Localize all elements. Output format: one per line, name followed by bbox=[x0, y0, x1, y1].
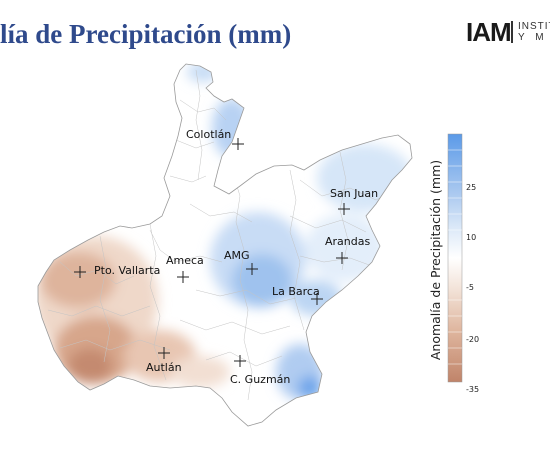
boundary-line bbox=[59, 261, 135, 285]
label-c-guzman: C. Guzmán bbox=[230, 373, 290, 386]
blue-san-juan bbox=[317, 144, 412, 212]
label-la-barca: La Barca bbox=[272, 285, 320, 298]
boundary-line bbox=[179, 319, 291, 335]
boundary-line bbox=[59, 339, 171, 351]
boundary-line bbox=[175, 139, 215, 149]
marker-c-guzman bbox=[234, 355, 246, 367]
colorbar bbox=[447, 133, 463, 383]
label-autlan: Autlán bbox=[146, 361, 182, 374]
city-markers bbox=[74, 138, 350, 367]
boundary-line bbox=[149, 223, 167, 381]
label-colotlan: Colotlán bbox=[186, 128, 231, 141]
marker-ameca bbox=[177, 271, 189, 283]
label-amg: AMG bbox=[224, 249, 250, 262]
marker-arandas bbox=[336, 252, 348, 264]
logo-line2: Y M bbox=[518, 32, 548, 43]
boundary-line bbox=[189, 203, 253, 223]
colorbar-title: Anomalía de Precipitación (mm) bbox=[428, 160, 443, 360]
brown-coast-core bbox=[68, 348, 112, 384]
blue-amg-core bbox=[232, 254, 292, 306]
cbar-tick-10: 10 bbox=[466, 233, 476, 242]
boundary-line bbox=[289, 169, 305, 331]
boundary-line bbox=[195, 289, 297, 305]
map-title: lía de Precipitación (mm) bbox=[0, 19, 292, 49]
boundary-line bbox=[205, 351, 283, 367]
marker-san-juan bbox=[338, 203, 350, 215]
brown-vallarta bbox=[40, 252, 116, 308]
boundary-line bbox=[47, 305, 151, 317]
iam-logo: IAM INSTITU Y M bbox=[466, 17, 550, 47]
boundary-line bbox=[195, 69, 203, 181]
marker-amg bbox=[246, 263, 258, 275]
boundary-line bbox=[289, 215, 367, 233]
blue-arandas bbox=[305, 214, 385, 282]
cbar-tick-minus35: -35 bbox=[466, 385, 479, 394]
logo-mark: IAM bbox=[466, 17, 512, 47]
label-arandas: Arandas bbox=[325, 235, 370, 248]
boundary-line bbox=[149, 229, 223, 263]
boundary-line bbox=[99, 235, 111, 363]
marker-autlan bbox=[158, 347, 170, 359]
logo-separator bbox=[511, 21, 513, 43]
logo-line1: INSTITU bbox=[518, 21, 550, 32]
marker-la-barca bbox=[311, 293, 323, 305]
state-outline bbox=[37, 63, 413, 427]
cbar-tick-25: 25 bbox=[466, 183, 476, 192]
cbar-tick-minus20: -20 bbox=[466, 335, 479, 344]
boundary-line bbox=[179, 99, 227, 121]
boundary-line bbox=[339, 151, 349, 271]
boundary-line bbox=[299, 255, 373, 267]
colorbar-steps bbox=[448, 149, 462, 365]
marker-colotlan bbox=[232, 138, 244, 150]
label-pto-vallarta: Pto. Vallarta bbox=[94, 264, 160, 277]
brown-south bbox=[170, 356, 230, 388]
label-san-juan: San Juan bbox=[330, 187, 378, 200]
label-ameca: Ameca bbox=[166, 254, 204, 267]
boundary-line bbox=[231, 169, 253, 401]
marker-pto-vallarta bbox=[74, 266, 86, 278]
cbar-tick-minus5: -5 bbox=[466, 283, 474, 292]
boundary-line bbox=[169, 175, 207, 183]
